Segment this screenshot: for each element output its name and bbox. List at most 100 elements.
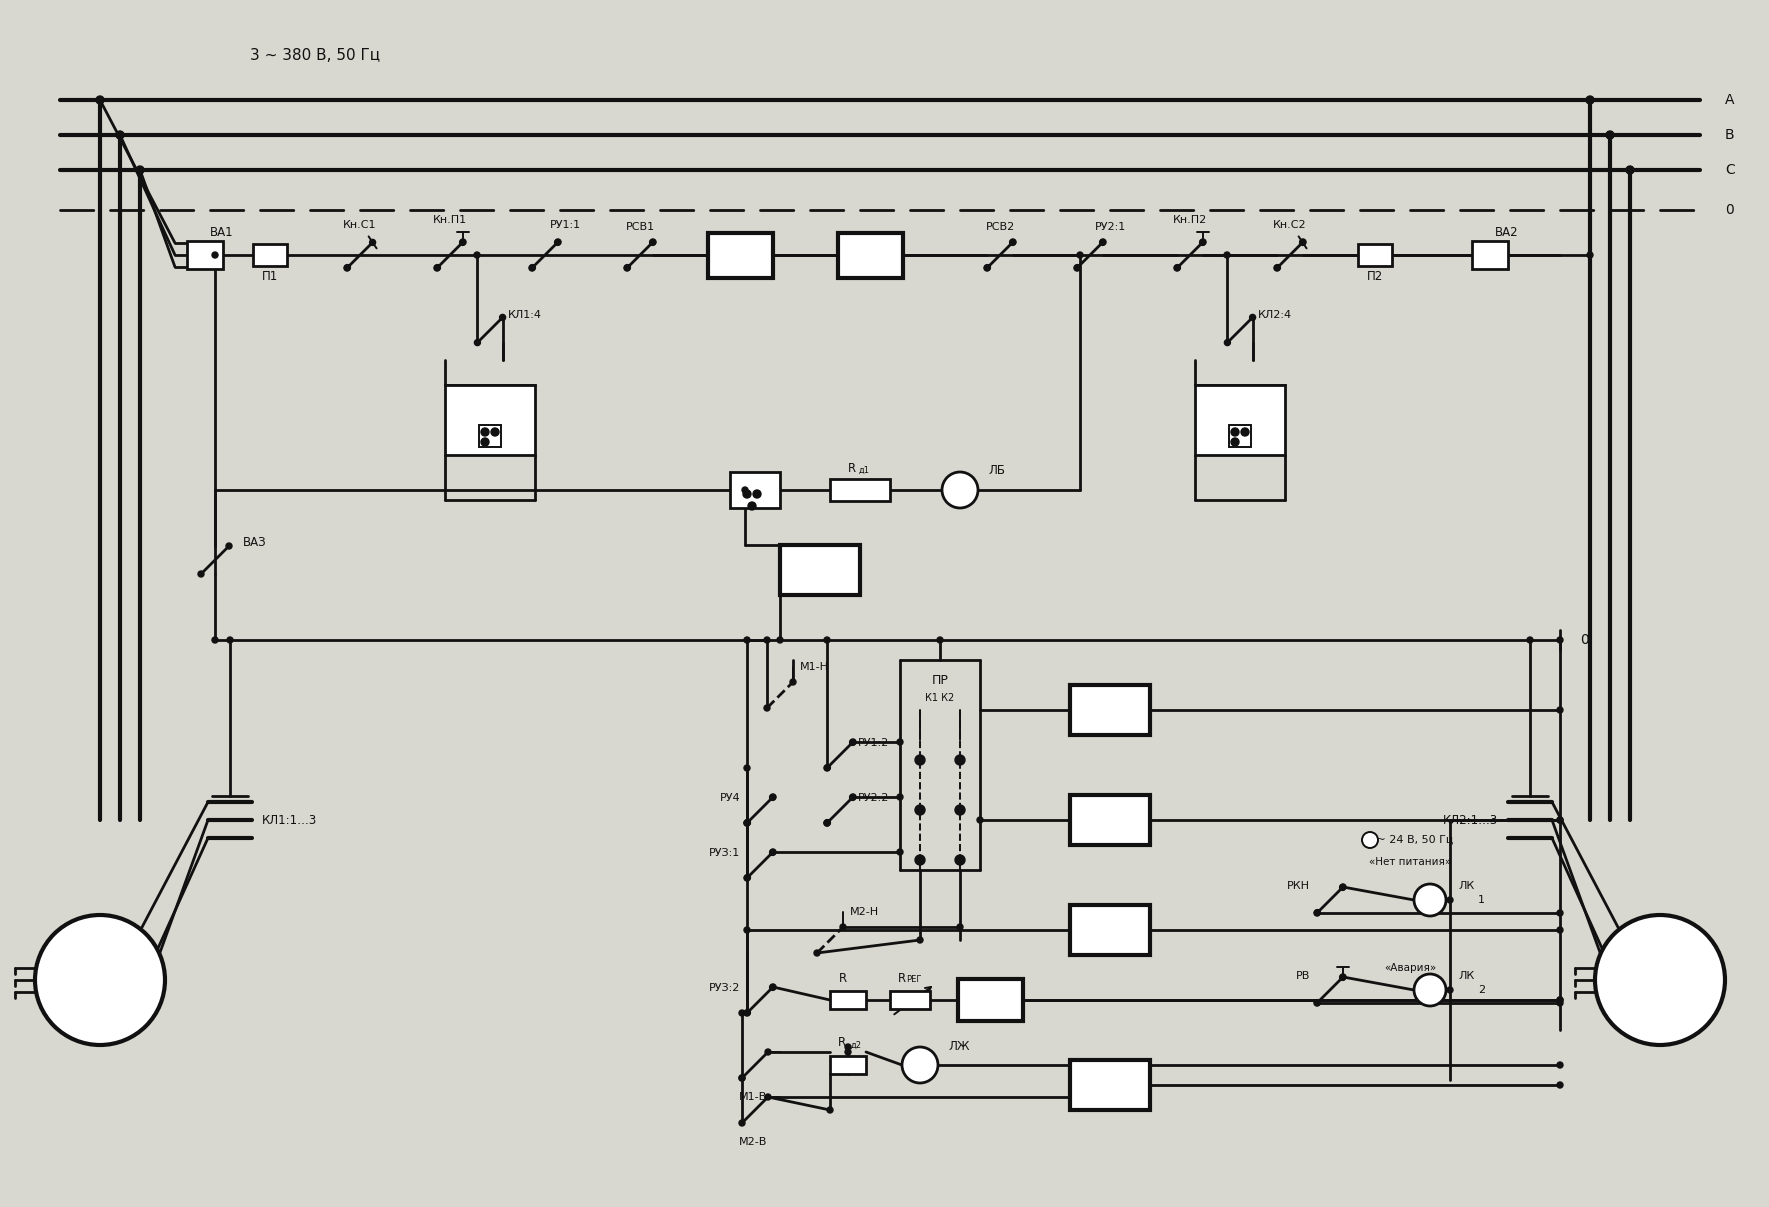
Circle shape [1587, 252, 1594, 258]
Circle shape [555, 239, 561, 245]
Circle shape [915, 855, 925, 865]
Text: C: C [1725, 163, 1735, 177]
Circle shape [915, 805, 925, 815]
Circle shape [1557, 927, 1564, 933]
Circle shape [1175, 264, 1180, 270]
Text: РСВ1: РСВ1 [626, 222, 655, 232]
Bar [780, 546, 860, 595]
Circle shape [1300, 239, 1306, 245]
Circle shape [1199, 239, 1206, 245]
Circle shape [198, 571, 203, 577]
Circle shape [1224, 252, 1229, 258]
Circle shape [226, 543, 232, 549]
Circle shape [481, 438, 488, 447]
Circle shape [35, 915, 165, 1045]
Circle shape [460, 239, 465, 245]
Text: ВАЗ: ВАЗ [242, 536, 267, 548]
Circle shape [777, 637, 784, 643]
Circle shape [433, 266, 440, 272]
Circle shape [916, 937, 923, 943]
Circle shape [1231, 438, 1238, 447]
Circle shape [849, 794, 856, 800]
Circle shape [770, 985, 775, 991]
Text: РУ1:1: РУ1:1 [550, 220, 582, 231]
Circle shape [1300, 239, 1306, 245]
Circle shape [474, 339, 481, 345]
Circle shape [846, 1049, 851, 1055]
Text: Д2: Д2 [1645, 970, 1675, 990]
Circle shape [748, 502, 755, 511]
Text: РУ4: РУ4 [720, 793, 739, 803]
Circle shape [1199, 239, 1206, 245]
Text: П1: П1 [262, 270, 278, 284]
Text: М2-Н: М2-Н [849, 906, 879, 917]
Circle shape [745, 875, 750, 881]
Circle shape [943, 472, 978, 508]
Text: РУЗ:2: РУЗ:2 [709, 982, 739, 993]
Circle shape [741, 486, 748, 492]
Circle shape [1100, 239, 1106, 245]
Text: ВА2: ВА2 [1495, 227, 1518, 239]
Circle shape [764, 1049, 771, 1055]
Circle shape [1314, 910, 1320, 916]
Text: R: R [839, 1037, 846, 1050]
Circle shape [649, 239, 656, 245]
Circle shape [739, 1120, 745, 1126]
Circle shape [957, 925, 962, 931]
Circle shape [984, 264, 991, 270]
Text: ВА1: ВА1 [211, 227, 234, 239]
Circle shape [1557, 997, 1564, 1003]
Circle shape [345, 264, 350, 270]
Text: РУЗ:1: РУЗ:1 [709, 849, 739, 858]
Circle shape [824, 637, 830, 643]
Bar [957, 979, 1022, 1021]
Circle shape [764, 1094, 771, 1100]
Circle shape [343, 266, 350, 272]
Circle shape [1447, 897, 1452, 903]
Text: М1-В: М1-В [739, 1092, 768, 1102]
Text: ПР: ПР [932, 674, 948, 687]
Circle shape [1557, 817, 1564, 823]
Circle shape [1100, 239, 1106, 245]
Circle shape [1175, 266, 1180, 272]
Text: 0: 0 [1725, 203, 1734, 217]
Circle shape [529, 264, 536, 270]
Circle shape [739, 1075, 745, 1081]
Circle shape [976, 817, 984, 823]
Circle shape [1557, 817, 1564, 823]
Text: РВ: РВ [978, 992, 1001, 1008]
Circle shape [743, 490, 752, 498]
Text: К1 К2: К1 К2 [925, 693, 955, 702]
Circle shape [754, 490, 761, 498]
Circle shape [1413, 974, 1445, 1005]
Text: Кн.П2: Кн.П2 [1173, 215, 1206, 225]
Circle shape [1362, 832, 1378, 849]
Circle shape [1077, 252, 1083, 258]
Circle shape [791, 680, 796, 686]
Circle shape [1587, 97, 1594, 104]
Circle shape [770, 794, 777, 800]
Circle shape [824, 765, 830, 771]
Circle shape [745, 820, 750, 826]
Circle shape [529, 266, 534, 272]
Text: КЛ1: КЛ1 [722, 247, 757, 262]
Text: Кн.С2: Кн.С2 [1274, 220, 1307, 231]
Bar [830, 1056, 867, 1074]
Circle shape [897, 794, 902, 800]
Circle shape [1557, 637, 1564, 643]
Circle shape [902, 1046, 938, 1083]
Text: РУ1:2: РУ1:2 [858, 737, 890, 748]
Circle shape [1010, 239, 1015, 245]
Text: РУЗ: РУЗ [1093, 922, 1127, 938]
Circle shape [745, 637, 750, 643]
Circle shape [745, 1009, 750, 1015]
Bar [731, 472, 780, 508]
Circle shape [555, 239, 561, 245]
Circle shape [1314, 910, 1320, 916]
Text: «Нет питания»: «Нет питания» [1369, 857, 1451, 867]
Circle shape [824, 820, 830, 826]
Bar [1472, 241, 1507, 269]
Circle shape [770, 850, 775, 856]
Circle shape [1274, 266, 1281, 272]
Bar [1070, 905, 1150, 955]
